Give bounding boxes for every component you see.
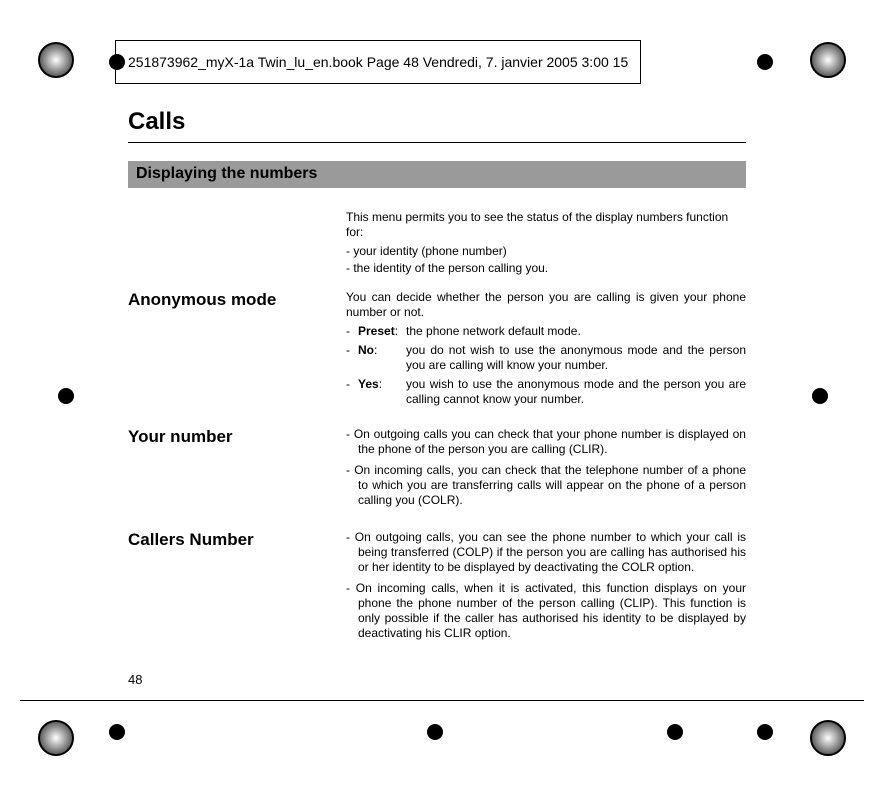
- anonymous-mode-row: Anonymous mode You can decide whether th…: [128, 290, 746, 411]
- callers-number-list: On outgoing calls, you can see the phone…: [346, 530, 746, 641]
- list-item: On incoming calls, when it is activated,…: [346, 581, 746, 641]
- section-heading: Displaying the numbers: [128, 161, 746, 188]
- crop-mark-mid-left-icon: [0, 376, 116, 416]
- callers-number-label: Callers Number: [128, 530, 346, 647]
- title-rule: [128, 142, 746, 143]
- registration-mark-bl-icon: [28, 710, 84, 766]
- crop-mark-mid-right-icon: [770, 376, 884, 416]
- dash-icon: -: [346, 324, 358, 339]
- option-term: Preset:: [358, 324, 406, 339]
- your-number-list: On outgoing calls you can check that you…: [346, 427, 746, 508]
- print-header-text: 251873962_myX-1a Twin_lu_en.book Page 48…: [128, 54, 628, 70]
- page-content: Calls Displaying the numbers This menu p…: [128, 108, 746, 663]
- footer-rule: [20, 700, 864, 701]
- anonymous-mode-body: You can decide whether the person you ar…: [346, 290, 746, 411]
- option-desc: the phone network default mode.: [406, 324, 746, 339]
- list-item: On outgoing calls, you can see the phone…: [346, 530, 746, 575]
- anonymous-mode-options: - Preset: the phone network default mode…: [346, 324, 746, 407]
- list-item: On outgoing calls you can check that you…: [346, 427, 746, 457]
- option-term: No:: [358, 343, 406, 373]
- registration-mark-br-icon: [800, 710, 856, 766]
- callers-number-row: Callers Number On outgoing calls, you ca…: [128, 530, 746, 647]
- registration-mark-tl-icon: [28, 32, 84, 88]
- option-term: Yes:: [358, 377, 406, 407]
- page-number: 48: [128, 672, 142, 687]
- dash-icon: -: [346, 377, 358, 407]
- anonymous-mode-label: Anonymous mode: [128, 290, 346, 411]
- intro-lead: This menu permits you to see the status …: [346, 210, 746, 240]
- list-item: On incoming calls, you can check that th…: [346, 463, 746, 508]
- print-header-box: 251873962_myX-1a Twin_lu_en.book Page 48…: [115, 40, 641, 84]
- intro-item: the identity of the person calling you.: [346, 261, 746, 276]
- intro-list: your identity (phone number) the identit…: [346, 244, 746, 276]
- option-desc: you do not wish to use the anonymous mod…: [406, 343, 746, 373]
- anonymous-option: - Preset: the phone network default mode…: [346, 324, 746, 339]
- your-number-row: Your number On outgoing calls you can ch…: [128, 427, 746, 514]
- anonymous-option: - No: you do not wish to use the anonymo…: [346, 343, 746, 373]
- crop-mark-footer-4-icon: [720, 712, 810, 752]
- your-number-label: Your number: [128, 427, 346, 514]
- crop-mark-header-right-icon: [720, 42, 810, 82]
- intro-item: your identity (phone number): [346, 244, 746, 259]
- anonymous-mode-lead: You can decide whether the person you ar…: [346, 290, 746, 320]
- page-title: Calls: [128, 108, 746, 136]
- crop-mark-footer-3-icon: [630, 712, 720, 752]
- anonymous-option: - Yes: you wish to use the anonymous mod…: [346, 377, 746, 407]
- registration-mark-tr-icon: [800, 32, 856, 88]
- dash-icon: -: [346, 343, 358, 373]
- option-desc: you wish to use the anonymous mode and t…: [406, 377, 746, 407]
- intro-block: This menu permits you to see the status …: [346, 210, 746, 276]
- your-number-body: On outgoing calls you can check that you…: [346, 427, 746, 514]
- crop-mark-footer-2-icon: [390, 712, 480, 752]
- callers-number-body: On outgoing calls, you can see the phone…: [346, 530, 746, 647]
- crop-mark-footer-1-icon: [72, 712, 162, 752]
